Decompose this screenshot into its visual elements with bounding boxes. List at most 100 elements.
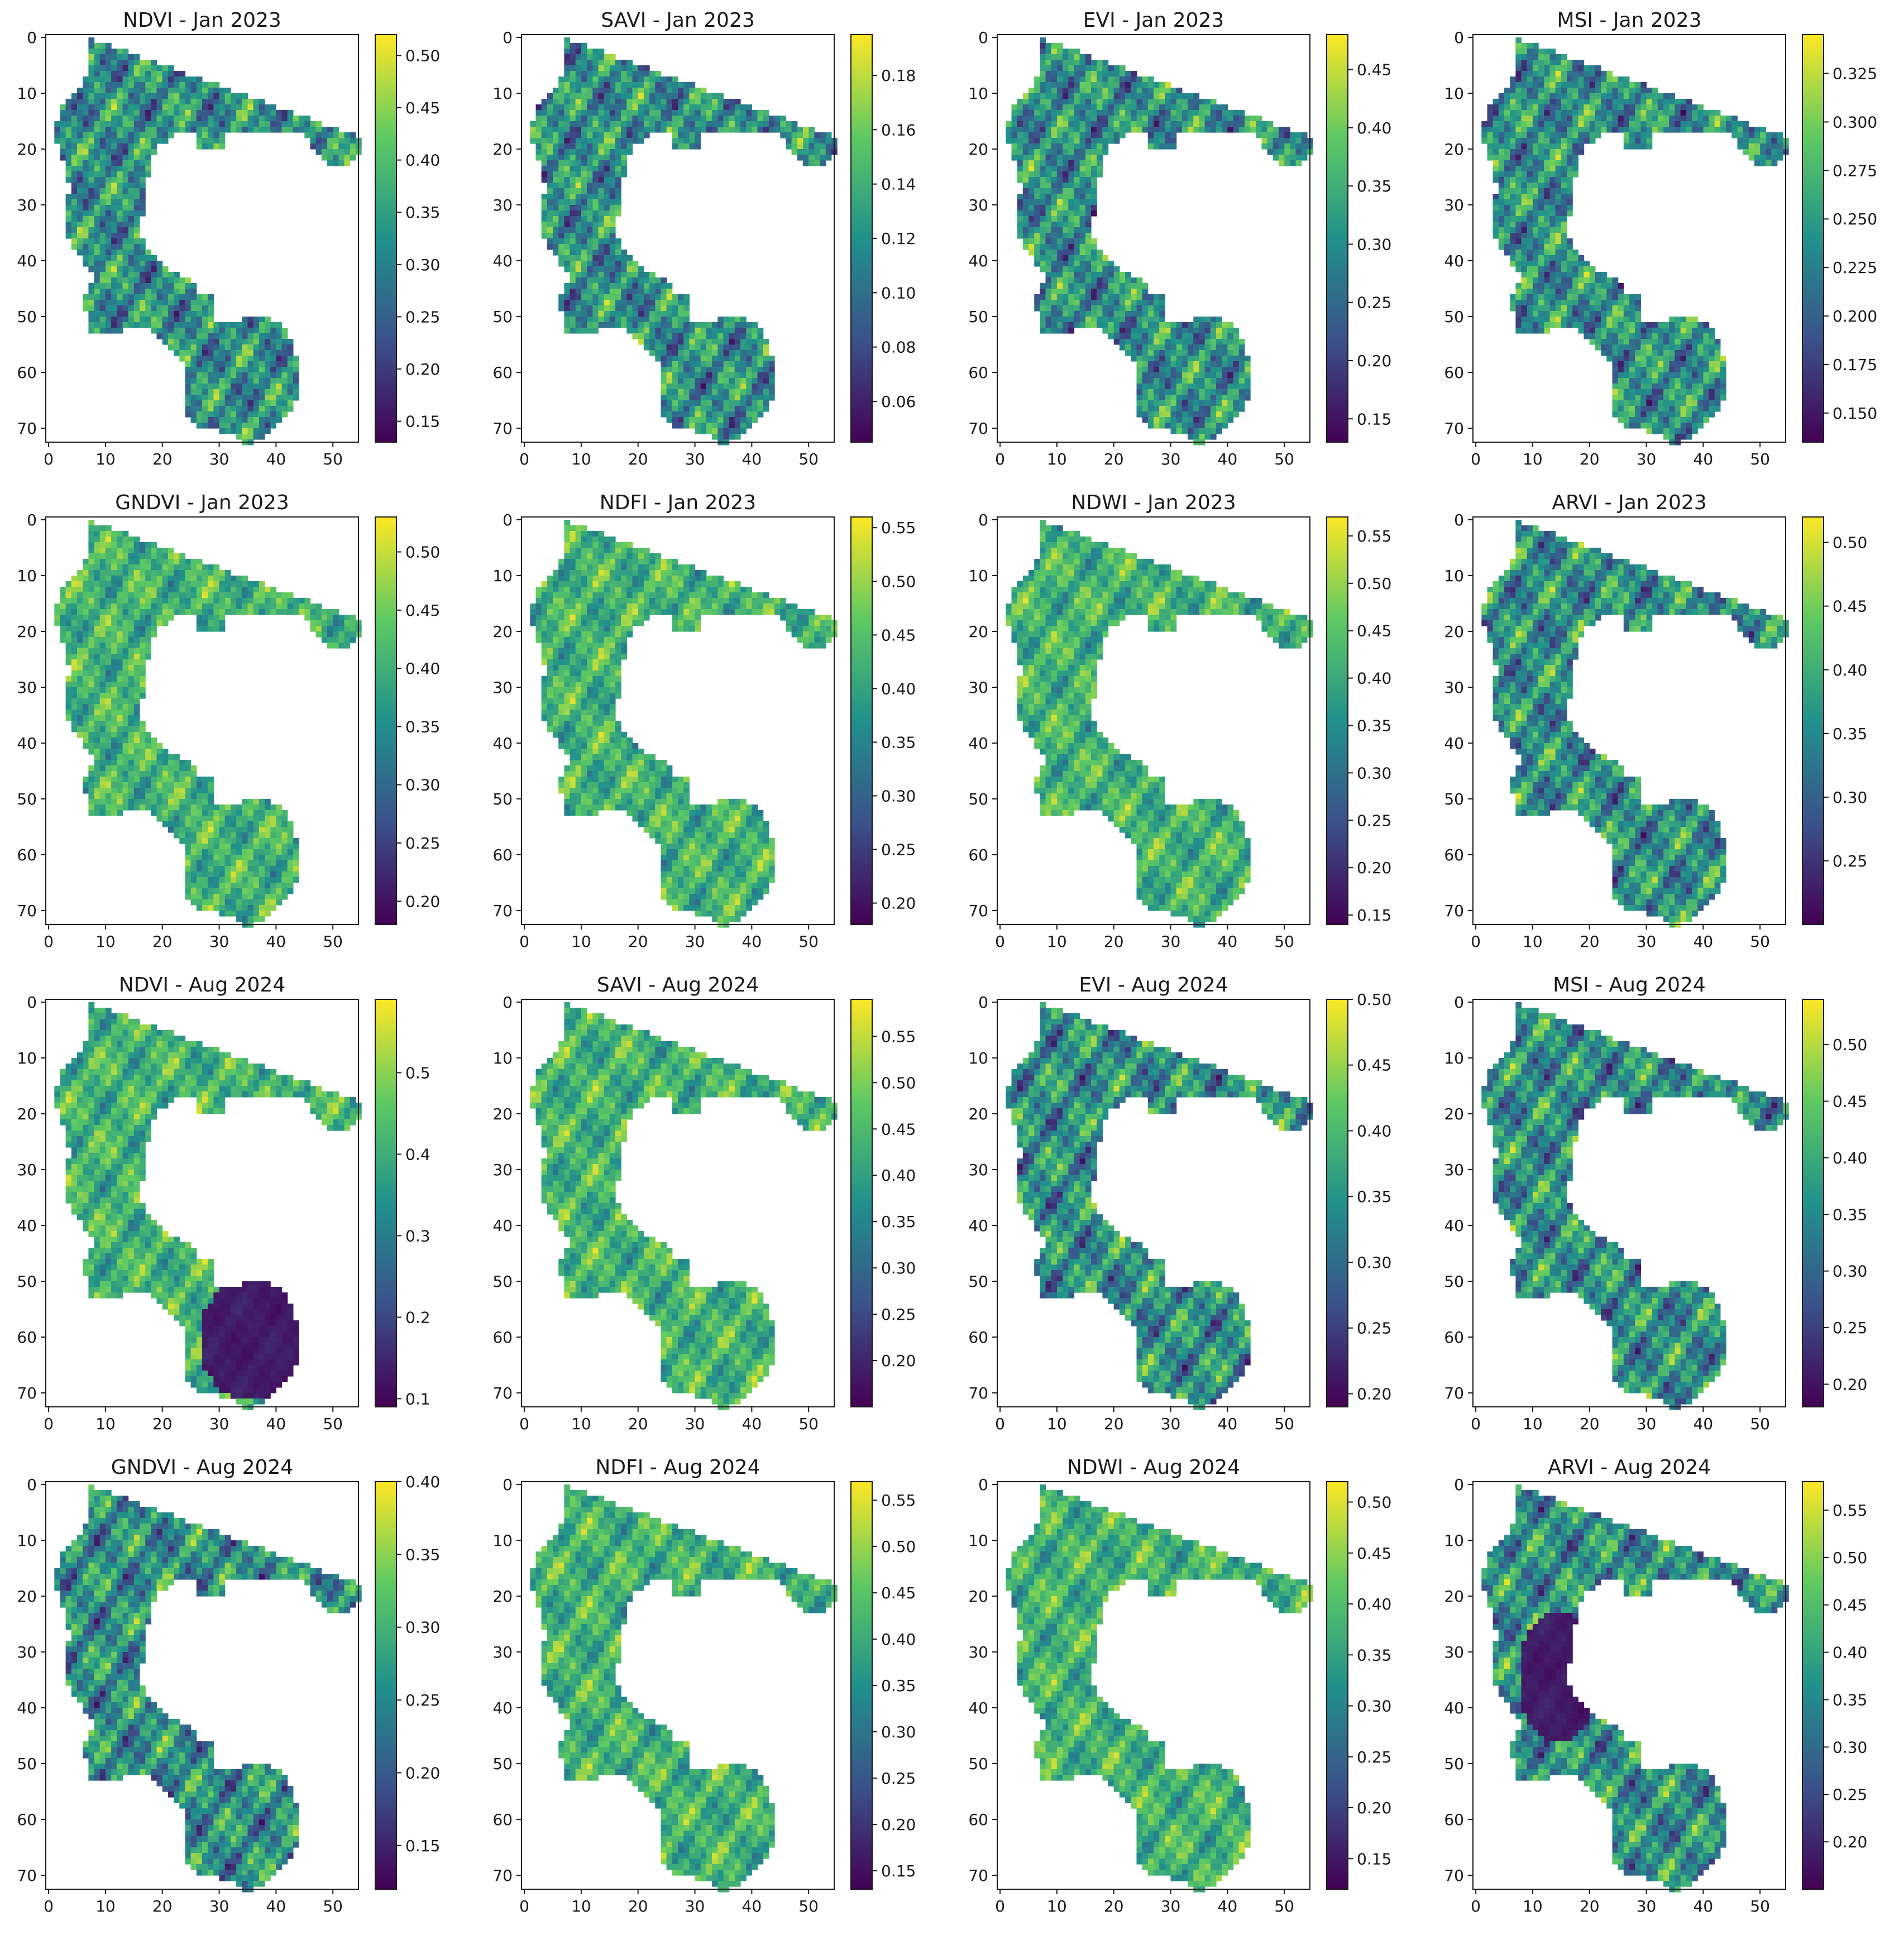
heatmap-cell xyxy=(1601,104,1607,111)
heatmap-cell xyxy=(1074,121,1080,127)
heatmap-cell xyxy=(1606,127,1613,133)
heatmap-cell xyxy=(117,177,123,183)
heatmap-cell xyxy=(276,406,283,412)
heatmap-cell xyxy=(1131,356,1137,362)
colorbar-tick-label: 0.35 xyxy=(1357,177,1391,195)
heatmap-cell xyxy=(350,143,356,150)
heatmap-cell xyxy=(1261,132,1268,138)
heatmap-cell xyxy=(1028,210,1035,217)
heatmap-cell xyxy=(88,177,95,183)
heatmap-cell xyxy=(1113,311,1120,317)
heatmap-cell xyxy=(649,289,656,295)
heatmap-cell xyxy=(1147,344,1154,351)
heatmap-cell xyxy=(1731,116,1738,122)
heatmap-cell xyxy=(99,166,106,172)
heatmap-cell xyxy=(236,411,242,418)
heatmap-cell xyxy=(615,121,621,127)
heatmap-cell xyxy=(151,328,157,334)
heatmap-cell xyxy=(564,54,571,60)
heatmap-cell xyxy=(270,116,276,122)
heatmap-cell xyxy=(632,104,639,111)
heatmap-cell xyxy=(168,289,174,295)
heatmap-cell xyxy=(1233,367,1240,373)
heatmap-cell xyxy=(1045,43,1052,49)
heatmap-cell xyxy=(65,222,72,228)
heatmap-cell xyxy=(1510,99,1516,105)
heatmap-cell xyxy=(1538,76,1544,83)
heatmap-cell xyxy=(1119,71,1126,77)
heatmap-cell xyxy=(179,99,186,105)
heatmap-cell xyxy=(1584,88,1590,94)
heatmap-cell xyxy=(1295,160,1302,166)
heatmap-cell xyxy=(1142,305,1149,312)
heatmap-cell xyxy=(717,116,724,122)
heatmap-cell xyxy=(1210,322,1217,328)
heatmap-cell xyxy=(581,121,587,127)
heatmap-cell xyxy=(729,411,735,418)
heatmap-cell xyxy=(1091,261,1097,267)
heatmap-cell xyxy=(1085,188,1092,194)
heatmap-cell xyxy=(729,378,735,384)
heatmap-cell xyxy=(1097,305,1103,312)
heatmap-cell xyxy=(122,127,129,133)
heatmap-cell xyxy=(88,54,95,60)
heatmap-cell xyxy=(1102,300,1109,306)
heatmap-cell xyxy=(535,116,542,122)
heatmap-cell xyxy=(253,400,260,406)
heatmap-cell xyxy=(587,328,593,334)
heatmap-cell xyxy=(281,356,288,362)
heatmap-cell xyxy=(196,127,203,133)
heatmap-cell xyxy=(541,205,548,211)
heatmap-cell xyxy=(1113,82,1120,88)
heatmap-cell xyxy=(236,93,242,99)
heatmap-cell xyxy=(1532,43,1539,49)
heatmap-cell xyxy=(1527,82,1533,88)
heatmap-cell xyxy=(706,93,712,99)
heatmap-cell xyxy=(1527,132,1533,138)
heatmap-cell xyxy=(1737,138,1744,144)
heatmap-cell xyxy=(190,333,197,339)
heatmap-cell xyxy=(1079,216,1086,222)
heatmap-cell xyxy=(729,99,735,105)
heatmap-cell xyxy=(581,277,587,284)
heatmap-cell xyxy=(94,88,101,94)
heatmap-cell xyxy=(643,116,650,122)
heatmap-cell xyxy=(752,116,758,122)
heatmap-cell xyxy=(661,389,667,395)
heatmap-cell xyxy=(1272,138,1279,144)
heatmap-cell xyxy=(99,194,106,200)
heatmap-cell xyxy=(1056,143,1063,150)
heatmap-cell xyxy=(259,333,265,339)
heatmap-cell xyxy=(270,344,276,351)
heatmap-cell xyxy=(570,222,576,228)
heatmap-cell xyxy=(219,361,226,367)
heatmap-cell xyxy=(1606,93,1613,99)
heatmap-cell xyxy=(128,322,135,328)
heatmap-cell xyxy=(1521,127,1528,133)
heatmap-cell xyxy=(1125,104,1131,111)
heatmap-cell xyxy=(162,138,169,144)
heatmap-cell xyxy=(1131,99,1137,105)
heatmap-cell xyxy=(1492,116,1499,122)
heatmap-cell xyxy=(94,289,101,295)
heatmap-cell xyxy=(1498,99,1505,105)
heatmap-cell xyxy=(190,400,197,406)
heatmap-cell xyxy=(621,127,627,133)
heatmap-cell xyxy=(174,339,180,345)
heatmap-cell xyxy=(1290,138,1297,144)
heatmap-cell xyxy=(672,104,678,111)
heatmap-cell xyxy=(564,138,571,144)
heatmap-cell xyxy=(1188,93,1194,99)
heatmap-cell xyxy=(592,188,599,194)
heatmap-cell xyxy=(1040,322,1046,328)
heatmap-cell xyxy=(621,266,627,272)
heatmap-cell xyxy=(581,93,587,99)
heatmap-cell xyxy=(287,127,294,133)
heatmap-cell xyxy=(541,116,548,122)
heatmap-cell xyxy=(1238,389,1245,395)
heatmap-cell xyxy=(281,339,288,345)
heatmap-cell xyxy=(717,428,724,434)
heatmap-cell xyxy=(570,283,576,289)
heatmap-cell xyxy=(672,417,678,423)
